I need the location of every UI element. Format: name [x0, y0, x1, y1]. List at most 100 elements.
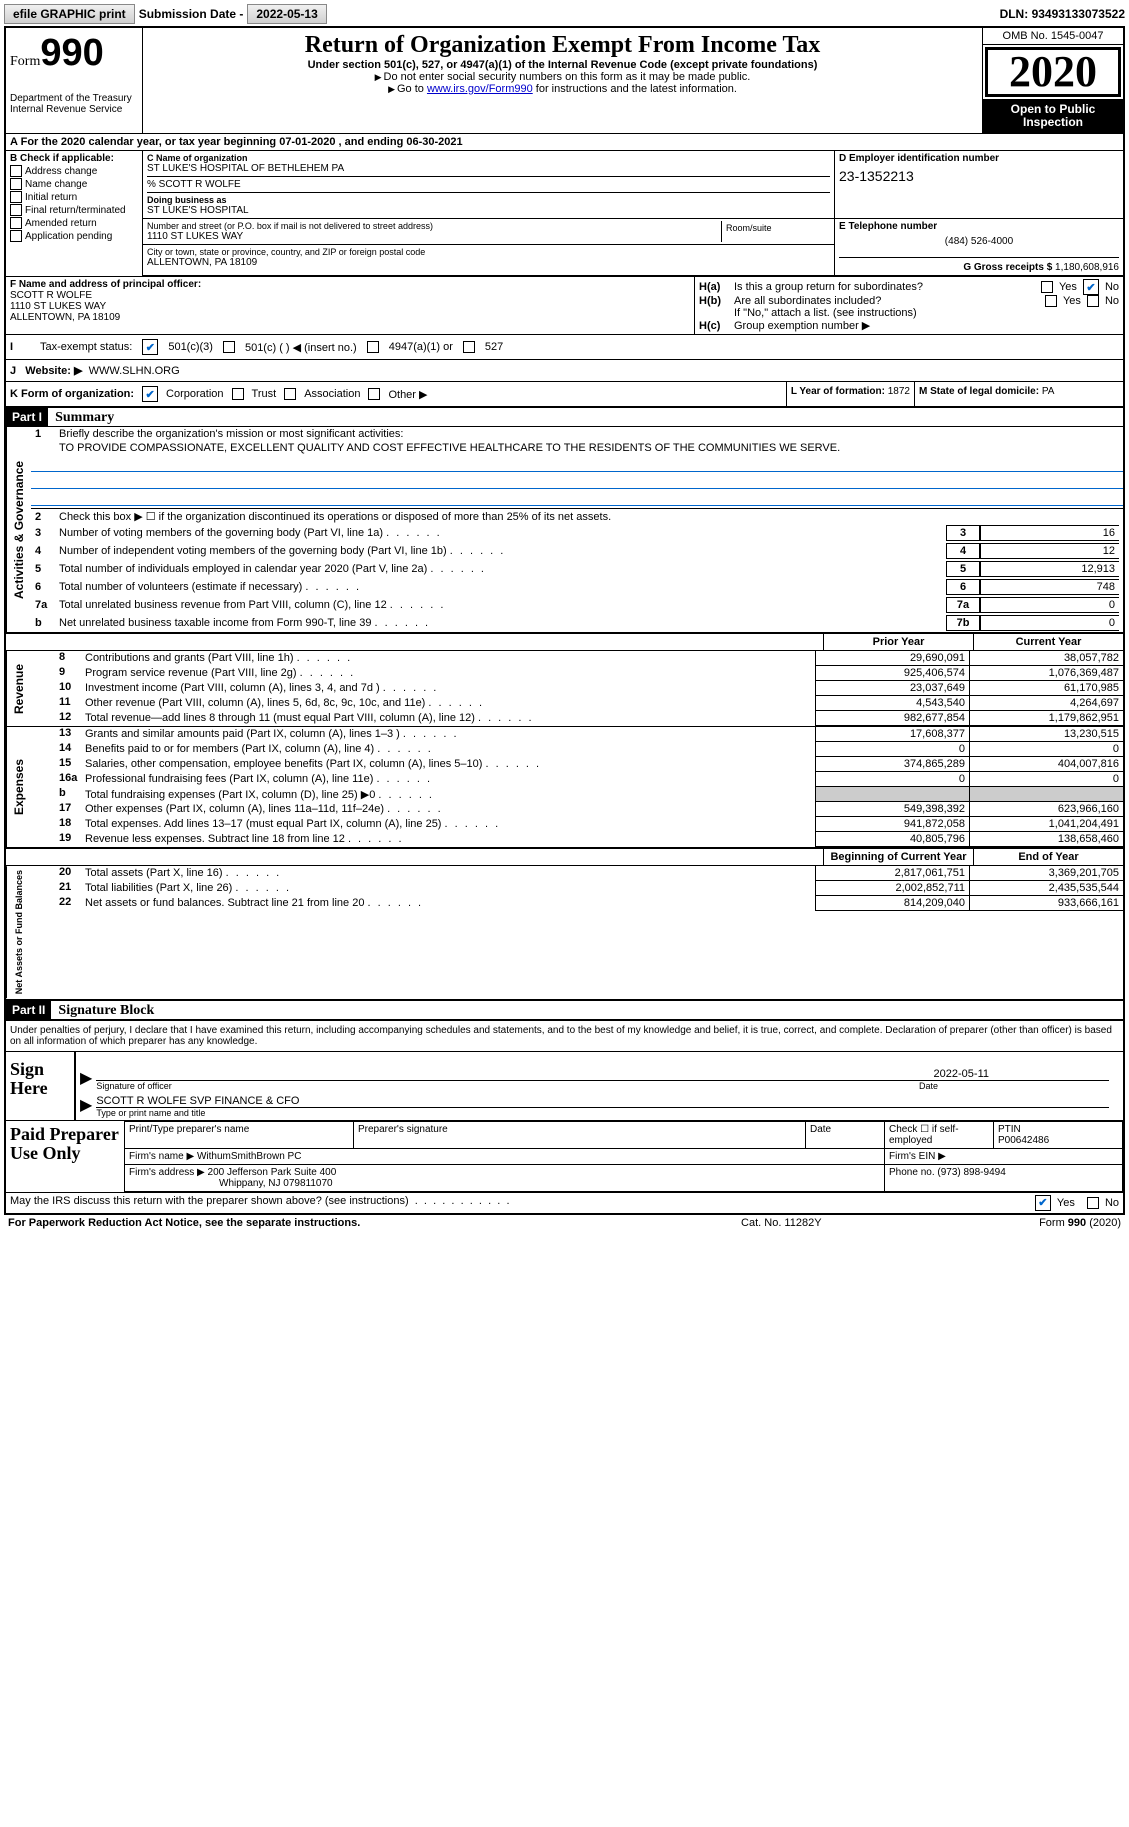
officer-name-title: SCOTT R WOLFE SVP FINANCE & CFO — [96, 1095, 1109, 1108]
self-employed-cell: Check ☐ if self-employed — [885, 1121, 994, 1148]
submission-date: 2022-05-13 — [247, 4, 326, 24]
form-990: Form990 Department of the TreasuryIntern… — [4, 26, 1125, 1215]
street-address: 1110 ST LUKES WAY — [147, 231, 721, 242]
section-c: C Name of organization ST LUKE'S HOSPITA… — [143, 151, 834, 218]
data-row: 14Benefits paid to or for members (Part … — [31, 742, 1123, 757]
data-row: 11Other revenue (Part VIII, column (A), … — [31, 696, 1123, 711]
checkbox[interactable] — [10, 217, 22, 229]
data-row: 12Total revenue—add lines 8 through 11 (… — [31, 711, 1123, 726]
corp-check[interactable]: ✔ — [142, 386, 158, 402]
data-row: 16aProfessional fundraising fees (Part I… — [31, 772, 1123, 787]
vert-activities: Activities & Governance — [6, 427, 31, 632]
col-b: B Check if applicable: Address changeNam… — [6, 151, 143, 276]
501c-check[interactable] — [223, 341, 235, 353]
b-checklist: Address changeName changeInitial returnF… — [10, 165, 138, 242]
note-link: Go to www.irs.gov/Form990 for instructio… — [147, 83, 978, 95]
other-check[interactable] — [368, 388, 380, 400]
discuss-yes[interactable]: ✔ — [1035, 1195, 1051, 1211]
h-c-question: Group exemption number ▶ — [734, 319, 1119, 332]
checkbox[interactable] — [10, 191, 22, 203]
sig-arrow2-icon: ▶ — [80, 1095, 92, 1118]
check-label: Application pending — [25, 231, 112, 242]
prep-sig-cell: Preparer's signature — [354, 1121, 806, 1148]
form-header: Form990 Department of the TreasuryIntern… — [6, 28, 1123, 134]
top-bar: efile GRAPHIC print Submission Date - 20… — [4, 4, 1125, 24]
page-footer: For Paperwork Reduction Act Notice, see … — [4, 1215, 1125, 1231]
h-c-label: H(c) — [699, 320, 734, 332]
data-row: 19Revenue less expenses. Subtract line 1… — [31, 832, 1123, 847]
h-a-yes[interactable] — [1041, 281, 1053, 293]
discuss-no[interactable] — [1087, 1197, 1099, 1209]
dept-label: Department of the TreasuryInternal Reven… — [10, 93, 138, 115]
gov-line: 6Total number of volunteers (estimate if… — [31, 578, 1123, 596]
tax-year: 2020 — [985, 47, 1121, 97]
sig-officer-label: Signature of officer — [96, 1081, 919, 1091]
section-f-h: F Name and address of principal officer:… — [6, 277, 1123, 335]
dln: DLN: 93493133073522 — [1000, 7, 1125, 21]
officer-name: SCOTT R WOLFE — [10, 290, 92, 301]
check-label: Final return/terminated — [25, 205, 126, 216]
city-label: City or town, state or province, country… — [147, 247, 425, 257]
checkbox[interactable] — [10, 178, 22, 190]
527-check[interactable] — [463, 341, 475, 353]
irs-link[interactable]: www.irs.gov/Form990 — [427, 83, 533, 95]
eoy-head: End of Year — [973, 849, 1123, 865]
current-year-head: Current Year — [973, 634, 1123, 650]
row-i-tax-status: I Tax-exempt status: ✔501(c)(3) 501(c) (… — [6, 335, 1123, 360]
check-label: Name change — [25, 179, 87, 190]
h-b-yes[interactable] — [1045, 295, 1057, 307]
501c3-check[interactable]: ✔ — [142, 339, 158, 355]
dba-label: Doing business as — [147, 192, 830, 205]
paid-preparer-label: Paid Preparer Use Only — [6, 1121, 124, 1192]
gov-line: 3Number of voting members of the governi… — [31, 524, 1123, 542]
line2-text: Check this box ▶ ☐ if the organization d… — [59, 510, 1119, 523]
firm-addr-cell: Firm's address ▶ 200 Jefferson Park Suit… — [125, 1164, 885, 1191]
form-label: Form — [10, 54, 40, 69]
data-row: 20Total assets (Part X, line 16) 2,817,0… — [31, 866, 1123, 881]
vert-expenses: Expenses — [6, 727, 31, 847]
part1-header: Part I — [6, 408, 48, 426]
paid-preparer: Paid Preparer Use Only Print/Type prepar… — [6, 1120, 1123, 1192]
prior-year-head: Prior Year — [823, 634, 973, 650]
inspection-label: Open to Public Inspection — [983, 99, 1123, 133]
checkbox[interactable] — [10, 230, 22, 242]
data-row: 13Grants and similar amounts paid (Part … — [31, 727, 1123, 742]
sign-here-label: Sign Here — [6, 1052, 74, 1120]
sig-date-val: 2022-05-11 — [934, 1068, 989, 1080]
h-b-question: Are all subordinates included? — [734, 295, 1045, 307]
note-ssn: Do not enter social security numbers on … — [147, 71, 978, 83]
h-a-no[interactable]: ✔ — [1083, 279, 1099, 295]
data-row: 18Total expenses. Add lines 13–17 (must … — [31, 817, 1123, 832]
gov-line: 7aTotal unrelated business revenue from … — [31, 596, 1123, 614]
gov-line: 5Total number of individuals employed in… — [31, 560, 1123, 578]
state-domicile: M State of legal domicile: PA — [914, 382, 1123, 406]
type-name-label: Type or print name and title — [96, 1108, 1119, 1118]
boy-head: Beginning of Current Year — [823, 849, 973, 865]
sig-date-label: Date — [919, 1081, 1119, 1091]
section-g: G Gross receipts $ 1,180,608,916 — [839, 257, 1119, 273]
section-e-g: E Telephone number (484) 526-4000 G Gros… — [834, 219, 1123, 275]
firm-name-cell: Firm's name ▶ WithumSmithBrown PC — [125, 1148, 885, 1164]
h-b-no[interactable] — [1087, 295, 1099, 307]
e-label: E Telephone number — [839, 221, 1119, 232]
form-number: 990 — [40, 32, 103, 74]
phone-value: (484) 526-4000 — [839, 232, 1119, 251]
header-mid: Return of Organization Exempt From Incom… — [143, 28, 982, 133]
part2-header: Part II — [6, 1001, 51, 1019]
4947-check[interactable] — [367, 341, 379, 353]
checkbox[interactable] — [10, 204, 22, 216]
data-row: 17Other expenses (Part IX, column (A), l… — [31, 802, 1123, 817]
trust-check[interactable] — [232, 388, 244, 400]
checkbox[interactable] — [10, 165, 22, 177]
c-name-label: C Name of organization — [147, 153, 830, 163]
org-name: ST LUKE'S HOSPITAL OF BETHLEHEM PA — [147, 163, 830, 174]
data-row: 8Contributions and grants (Part VIII, li… — [31, 651, 1123, 666]
efile-button[interactable]: efile GRAPHIC print — [4, 4, 135, 24]
discuss-row: May the IRS discuss this return with the… — [6, 1192, 1123, 1213]
data-row: 10Investment income (Part VIII, column (… — [31, 681, 1123, 696]
revenue-header: Prior Year Current Year — [6, 633, 1123, 651]
mission-text: TO PROVIDE COMPASSIONATE, EXCELLENT QUAL… — [59, 442, 1119, 454]
assoc-check[interactable] — [284, 388, 296, 400]
pra-notice: For Paperwork Reduction Act Notice, see … — [8, 1217, 524, 1229]
prep-date-cell: Date — [806, 1121, 885, 1148]
